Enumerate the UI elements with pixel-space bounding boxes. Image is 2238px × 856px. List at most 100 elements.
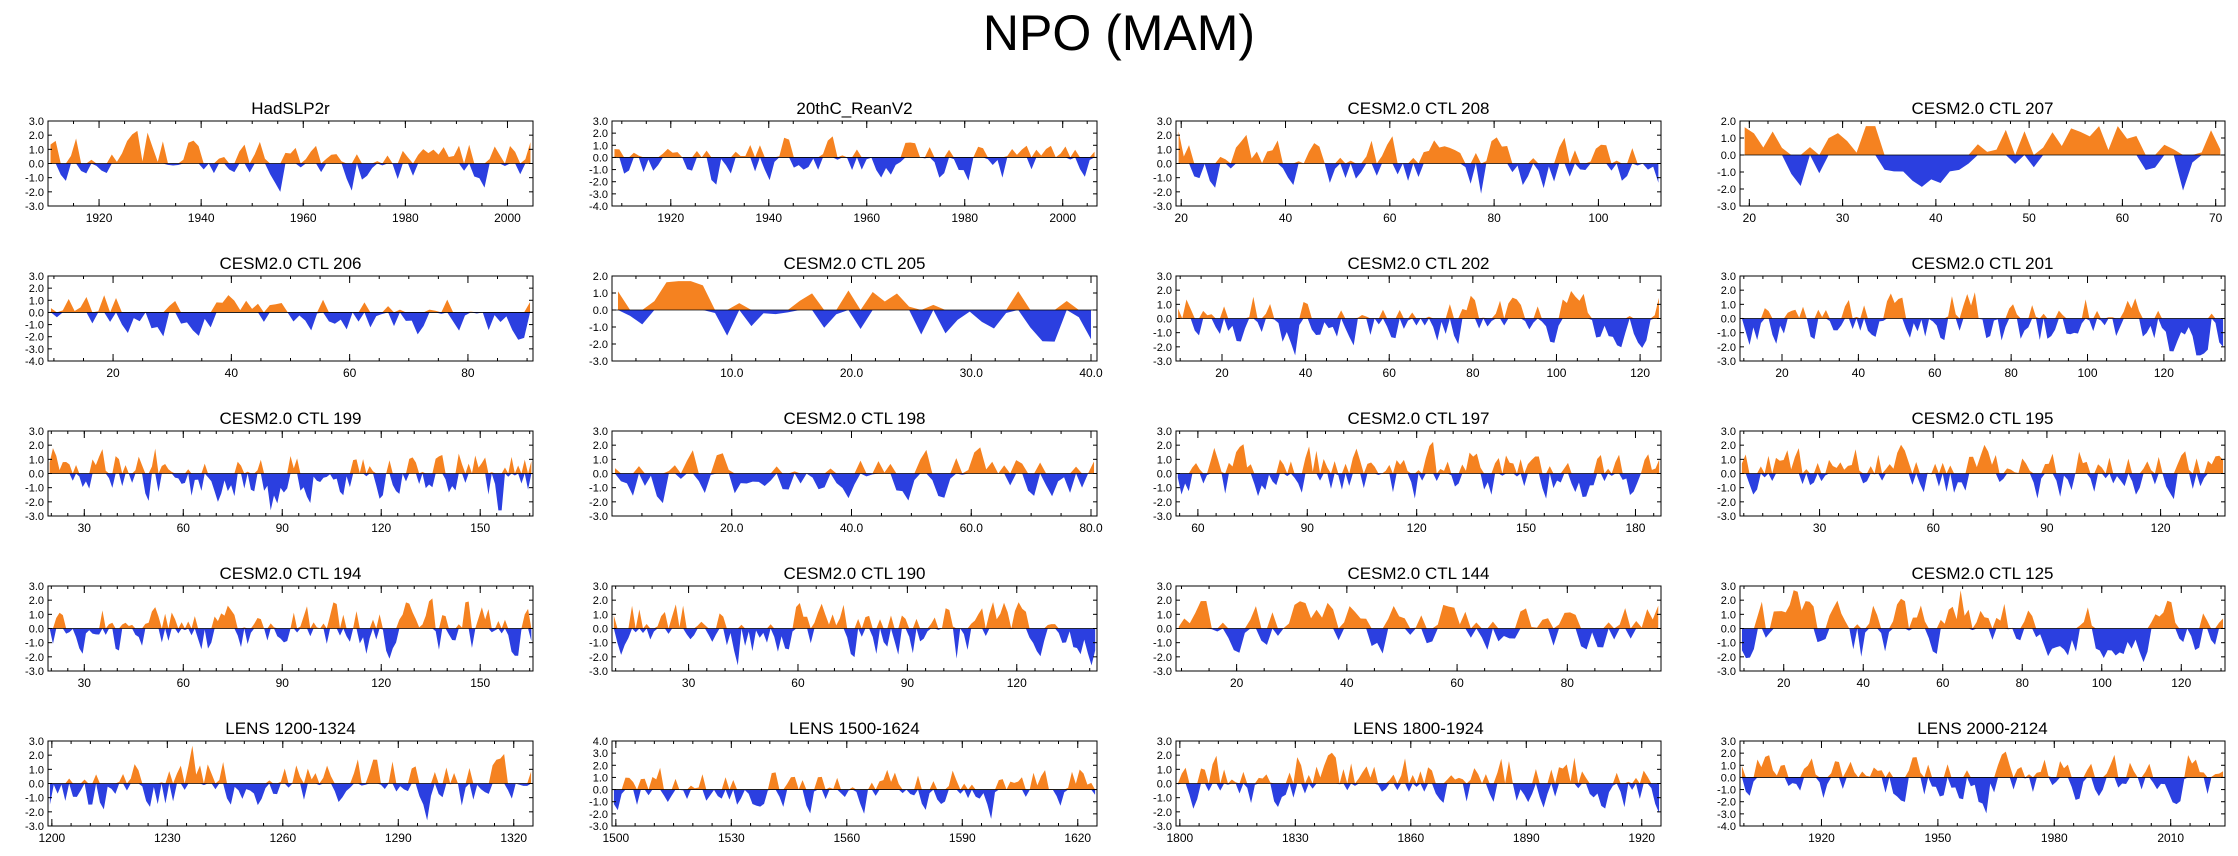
- x-tick-label: 1980: [951, 211, 978, 225]
- y-tick-label: 1.0: [29, 454, 44, 466]
- panel-15: CESM2.0 CTL 125 3.0 2.0 1.0 0.0 -1.0 -2.0 -3.0 2…: [1717, 564, 2226, 690]
- x-tick-label: 20: [106, 366, 120, 380]
- x-tick-label: 2000: [1049, 211, 1076, 225]
- y-tick-label: -2.0: [589, 652, 608, 664]
- x-tick-label: 70: [2209, 211, 2223, 225]
- y-tick-label: -3.0: [1153, 666, 1172, 678]
- x-tick-label: 100: [1588, 211, 1608, 225]
- x-tick-label: 60: [1928, 366, 1942, 380]
- negative-area: [1178, 163, 1659, 194]
- y-tick-label: -1.0: [25, 173, 44, 185]
- x-tick-label: 2000: [494, 211, 521, 225]
- panel-10: CESM2.0 CTL 197 3.0 2.0 1.0 0.0 -1.0 -2.0 -3.0 6…: [1153, 409, 1662, 535]
- x-tick-label: 2010: [2157, 831, 2184, 845]
- panel-title: CESM2.0 CTL 208: [1347, 99, 1489, 118]
- y-tick-label: -3.0: [1717, 809, 1736, 821]
- x-tick-label: 120: [2151, 521, 2171, 535]
- y-tick-label: -1.0: [25, 793, 44, 805]
- y-tick-label: -2.0: [25, 497, 44, 509]
- x-tick-label: 120: [2171, 676, 2191, 690]
- negative-area: [49, 628, 532, 659]
- y-tick-label: -1.0: [589, 483, 608, 495]
- x-tick-label: 80: [1466, 366, 1480, 380]
- y-tick-label: -3.0: [25, 201, 44, 213]
- y-tick-label: 2.0: [593, 271, 608, 283]
- panel-title: LENS 1500-1624: [789, 719, 919, 738]
- x-tick-label: 1980: [392, 211, 419, 225]
- x-tick-label: 90: [276, 521, 290, 535]
- x-tick-label: 1590: [949, 831, 976, 845]
- x-tick-label: 20: [1230, 676, 1244, 690]
- x-tick-label: 120: [371, 676, 391, 690]
- negative-area: [613, 789, 1096, 819]
- panel-title: 20thC_ReanV2: [796, 99, 912, 118]
- positive-area: [1741, 751, 2224, 778]
- y-tick-label: -2.0: [1153, 342, 1172, 354]
- y-tick-label: 1.0: [1721, 299, 1736, 311]
- y-tick-label: -3.0: [589, 511, 608, 523]
- x-tick-label: 40: [1299, 366, 1313, 380]
- x-tick-label: 20: [1175, 211, 1189, 225]
- y-tick-label: -1.0: [1153, 793, 1172, 805]
- x-tick-label: 1620: [1064, 831, 1091, 845]
- y-tick-label: 2.0: [593, 595, 608, 607]
- y-tick-label: -3.0: [25, 511, 44, 523]
- y-tick-label: -2.0: [1717, 797, 1736, 809]
- y-tick-label: 3.0: [1157, 581, 1172, 593]
- y-tick-label: -4.0: [589, 201, 608, 213]
- y-tick-label: -1.0: [25, 483, 44, 495]
- panel-8: CESM2.0 CTL 199 3.0 2.0 1.0 0.0 -1.0 -2.0 -3.0 3…: [25, 409, 534, 535]
- panel-title: CESM2.0 CTL 194: [219, 564, 361, 583]
- y-tick-label: 1.0: [1157, 299, 1172, 311]
- x-tick-label: 30.0: [960, 366, 984, 380]
- y-tick-label: -3.0: [1717, 356, 1736, 368]
- x-tick-label: 10.0: [720, 366, 744, 380]
- y-tick-label: -1.0: [1153, 328, 1172, 340]
- positive-area: [1177, 752, 1660, 784]
- panel-title: CESM2.0 CTL 195: [1911, 409, 2053, 428]
- y-tick-label: -2.0: [1717, 184, 1736, 196]
- x-tick-label: 60.0: [960, 521, 984, 535]
- panel-title: CESM2.0 CTL 198: [783, 409, 925, 428]
- x-tick-label: 40: [1857, 676, 1871, 690]
- y-tick-label: 2.0: [593, 760, 608, 772]
- y-tick-label: 1.0: [1721, 133, 1736, 145]
- x-tick-label: 90: [1301, 521, 1315, 535]
- x-tick-label: 1560: [833, 831, 860, 845]
- y-tick-label: 2.0: [29, 595, 44, 607]
- x-tick-label: 1920: [86, 211, 113, 225]
- positive-area: [1744, 126, 2221, 155]
- y-tick-label: 2.0: [1721, 748, 1736, 760]
- y-tick-label: 2.0: [593, 440, 608, 452]
- positive-area: [614, 447, 1095, 474]
- panel-title: CESM2.0 CTL 190: [783, 564, 925, 583]
- y-tick-label: -2.0: [1153, 652, 1172, 664]
- y-tick-label: 3.0: [1157, 736, 1172, 748]
- y-tick-label: 2.0: [1721, 440, 1736, 452]
- panel-16: LENS 1200-13243.02.01.00.0-1.0-2.0-3.012…: [25, 719, 534, 845]
- y-tick-label: 0.0: [593, 152, 608, 164]
- y-tick-label: -1.0: [1153, 173, 1172, 185]
- x-tick-label: 1260: [269, 831, 296, 845]
- x-tick-label: 20: [1215, 366, 1229, 380]
- x-tick-label: 60: [177, 676, 191, 690]
- y-tick-label: 1.0: [29, 144, 44, 156]
- x-tick-label: 30: [1836, 211, 1850, 225]
- panel-title: HadSLP2r: [251, 99, 330, 118]
- y-tick-label: 1.0: [29, 609, 44, 621]
- y-tick-label: 0.0: [1157, 779, 1172, 791]
- y-tick-label: 1.0: [29, 295, 44, 307]
- y-tick-label: 2.0: [1157, 595, 1172, 607]
- y-tick-label: -4.0: [1717, 821, 1736, 833]
- positive-area: [614, 136, 1095, 158]
- y-tick-label: -3.0: [1717, 666, 1736, 678]
- y-tick-label: -1.0: [1153, 483, 1172, 495]
- y-tick-label: 3.0: [593, 748, 608, 760]
- y-tick-label: -1.0: [1717, 483, 1736, 495]
- positive-area: [49, 745, 532, 784]
- y-tick-label: 1.0: [593, 609, 608, 621]
- panel-title: CESM2.0 CTL 144: [1347, 564, 1489, 583]
- x-tick-label: 1860: [1397, 831, 1424, 845]
- y-tick-label: 1.0: [1721, 454, 1736, 466]
